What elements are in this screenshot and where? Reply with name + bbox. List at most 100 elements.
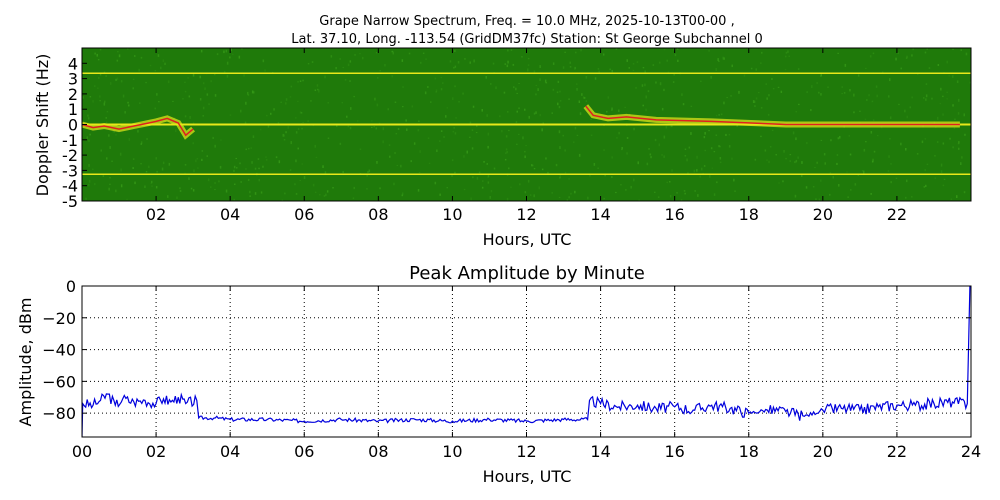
noise-speck: [853, 111, 855, 114]
noise-speck: [969, 81, 971, 84]
noise-speck: [905, 148, 907, 151]
noise-speck: [394, 101, 397, 103]
noise-speck: [519, 183, 521, 186]
noise-speck: [284, 192, 286, 195]
noise-speck: [870, 131, 873, 134]
noise-speck: [564, 171, 567, 174]
noise-speck: [848, 135, 851, 137]
noise-speck: [115, 134, 117, 136]
noise-speck: [578, 100, 581, 103]
noise-speck: [632, 63, 635, 65]
noise-speck: [140, 56, 143, 59]
noise-speck: [626, 59, 628, 62]
noise-speck: [937, 64, 940, 66]
noise-speck: [956, 195, 958, 198]
noise-speck: [140, 143, 142, 145]
noise-speck: [934, 155, 936, 157]
spectrogram-x-ticks: 02 04 06 08 10 12 14 16 18 20 22: [146, 48, 907, 224]
noise-speck: [661, 107, 664, 111]
noise-speck: [240, 109, 242, 113]
noise-speck: [176, 196, 178, 199]
noise-speck: [626, 152, 628, 155]
noise-speck: [195, 159, 197, 163]
noise-speck: [315, 156, 318, 158]
noise-speck: [539, 113, 541, 117]
noise-speck: [162, 59, 165, 63]
noise-speck: [587, 196, 589, 200]
noise-speck: [952, 146, 954, 149]
noise-speck: [214, 189, 216, 191]
noise-speck: [857, 74, 860, 77]
noise-speck: [576, 83, 578, 85]
noise-speck: [325, 193, 327, 197]
noise-speck: [226, 74, 229, 78]
noise-speck: [576, 88, 578, 91]
noise-speck: [475, 132, 478, 134]
noise-speck: [558, 196, 561, 198]
noise-speck: [771, 78, 773, 80]
noise-speck: [154, 70, 157, 72]
spectrogram-x-tick-label: 10: [442, 205, 462, 224]
noise-speck: [295, 193, 298, 195]
noise-speck: [105, 117, 107, 119]
noise-speck: [645, 95, 647, 99]
noise-speck: [322, 165, 324, 168]
noise-speck: [258, 178, 260, 182]
noise-speck: [574, 66, 576, 70]
noise-speck: [871, 100, 874, 103]
noise-speck: [615, 191, 617, 194]
noise-speck: [820, 139, 823, 141]
noise-speck: [924, 51, 927, 54]
noise-speck: [785, 157, 787, 160]
noise-speck: [202, 82, 205, 85]
noise-speck: [253, 91, 255, 94]
noise-speck: [283, 134, 285, 137]
amplitude-plot-area: [82, 286, 971, 437]
noise-speck: [126, 198, 128, 200]
noise-speck: [525, 145, 527, 147]
noise-speck: [646, 162, 649, 166]
noise-speck: [350, 107, 352, 110]
noise-speck: [283, 139, 286, 141]
noise-speck: [806, 91, 808, 94]
noise-speck: [836, 162, 838, 165]
amplitude-x-tick-label: 06: [294, 442, 314, 461]
noise-speck: [965, 52, 968, 56]
noise-speck: [558, 130, 561, 134]
amplitude-x-tick-label: 08: [368, 442, 388, 461]
noise-speck: [481, 109, 483, 112]
noise-speck: [754, 105, 756, 107]
noise-speck: [388, 144, 391, 146]
noise-speck: [282, 133, 284, 137]
noise-speck: [636, 61, 639, 63]
noise-speck: [233, 198, 235, 201]
noise-speck: [396, 164, 399, 166]
spectrogram-x-tick-label: 12: [516, 205, 536, 224]
noise-speck: [285, 98, 288, 101]
noise-speck: [151, 185, 153, 187]
noise-speck: [323, 195, 326, 197]
amplitude-x-tick-label: 18: [739, 442, 759, 461]
noise-speck: [161, 167, 164, 171]
noise-speck: [531, 164, 533, 167]
noise-speck: [150, 182, 153, 184]
noise-speck: [182, 98, 184, 100]
noise-speck: [482, 180, 484, 183]
amplitude-x-tick-label: 12: [516, 442, 536, 461]
noise-speck: [681, 93, 683, 96]
spectrogram-y-tick-label: -2: [62, 146, 78, 165]
noise-speck: [743, 74, 746, 77]
noise-speck: [558, 105, 561, 109]
noise-speck: [172, 100, 174, 102]
noise-speck: [557, 80, 560, 83]
noise-speck: [738, 90, 740, 94]
noise-speck: [210, 80, 212, 83]
noise-speck: [94, 85, 96, 87]
noise-speck: [527, 64, 530, 66]
noise-speck: [518, 133, 520, 135]
noise-speck: [220, 139, 222, 141]
noise-speck: [699, 175, 701, 178]
noise-speck: [299, 111, 302, 114]
noise-speck: [673, 72, 675, 76]
noise-speck: [669, 181, 671, 183]
